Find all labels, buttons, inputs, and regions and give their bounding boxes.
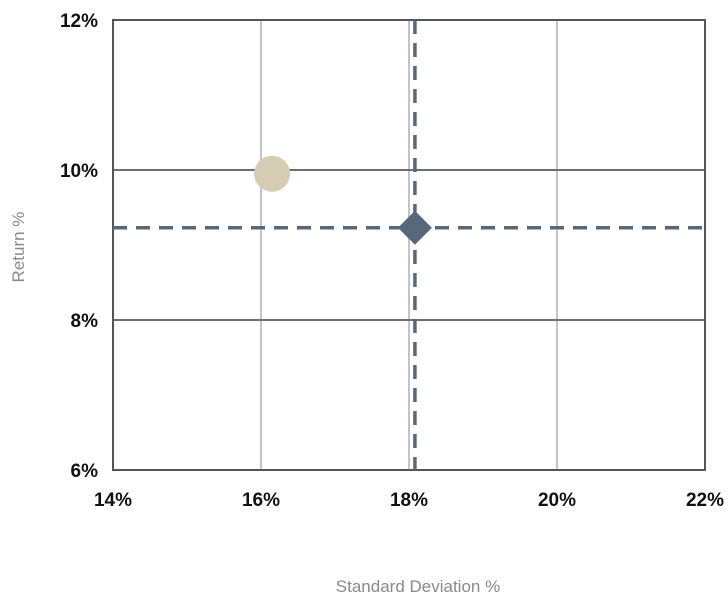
y-tick-label: 12% bbox=[60, 11, 98, 32]
y-axis-title: Return % bbox=[9, 212, 28, 283]
tick-labels: 14% 16% 18% 20% 22% 6% 8% 10% 12% bbox=[60, 11, 724, 511]
data-points bbox=[254, 155, 432, 245]
x-axis-title: Standard Deviation % bbox=[336, 577, 500, 596]
plot-frame bbox=[112, 19, 706, 471]
data-point-diamond bbox=[397, 210, 432, 245]
y-tick-label: 6% bbox=[71, 461, 99, 482]
x-tick-label: 20% bbox=[538, 490, 576, 511]
y-tick-label: 8% bbox=[71, 311, 99, 332]
x-tick-label: 18% bbox=[390, 490, 428, 511]
x-tick-label: 14% bbox=[94, 490, 132, 511]
x-tick-label: 22% bbox=[686, 490, 724, 511]
y-tick-label: 10% bbox=[60, 161, 98, 182]
data-point-circle bbox=[254, 155, 291, 192]
grid bbox=[112, 19, 706, 471]
x-tick-label: 16% bbox=[242, 490, 280, 511]
